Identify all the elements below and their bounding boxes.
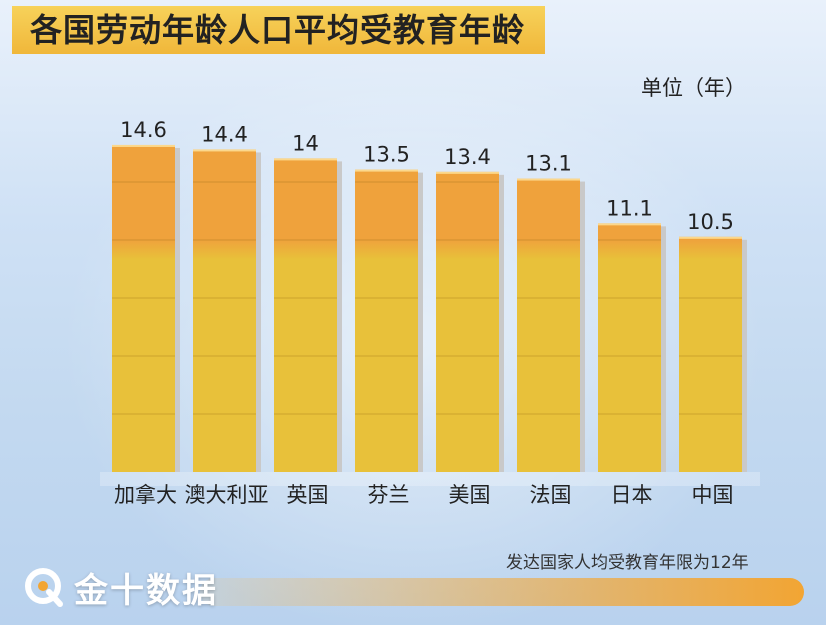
bar-side-5	[580, 181, 585, 472]
category-label-7: 中国	[692, 483, 734, 507]
category-label-1: 澳大利亚	[185, 483, 269, 507]
bar-face-0	[112, 144, 175, 472]
category-label-5: 法国	[530, 483, 572, 507]
bar-side-4	[499, 174, 504, 472]
bar-side-7	[742, 239, 747, 472]
bar-face-4	[436, 171, 499, 472]
category-label-2: 英国	[287, 483, 329, 507]
footer-bar	[200, 578, 804, 606]
value-label-1: 14.4	[201, 122, 248, 146]
page-title: 各国劳动年龄人口平均受教育年龄	[12, 6, 546, 54]
category-label-0: 加拿大	[114, 483, 177, 507]
bar-face-7	[679, 236, 742, 472]
category-label-4: 美国	[449, 483, 491, 507]
value-label-2: 14	[292, 131, 319, 155]
bar-face-3	[355, 169, 418, 472]
brand-logo: 金十数据	[22, 564, 218, 611]
value-label-4: 13.4	[444, 145, 491, 169]
bar-7	[679, 236, 747, 472]
bar-side-2	[337, 161, 342, 472]
bar-side-0	[175, 147, 180, 472]
category-label-6: 日本	[611, 483, 653, 507]
bar-side-3	[418, 172, 423, 472]
bar-face-5	[517, 178, 580, 472]
bar-3	[355, 169, 423, 472]
bar-face-6	[598, 223, 661, 472]
value-label-0: 14.6	[120, 118, 167, 142]
bar-5	[517, 178, 585, 472]
bar-1	[193, 149, 261, 472]
brand-name: 金十数据	[74, 570, 218, 611]
value-label-7: 10.5	[687, 210, 734, 234]
bar-side-1	[256, 152, 261, 472]
category-label-3: 芬兰	[368, 483, 410, 507]
bar-face-1	[193, 149, 256, 472]
unit-label: 单位（年）	[641, 76, 746, 100]
brand-q-icon	[25, 568, 63, 607]
bar-face-2	[274, 158, 337, 472]
value-label-6: 11.1	[606, 196, 653, 220]
bar-reflection	[100, 472, 760, 486]
bar-side-6	[661, 226, 666, 472]
chart-note: 发达国家人均受教育年限为12年	[506, 553, 749, 573]
value-label-5: 13.1	[525, 152, 572, 176]
bar-0	[112, 144, 180, 472]
bar-4	[436, 171, 504, 472]
bar-2	[274, 158, 342, 472]
bar-6	[598, 223, 666, 472]
value-label-3: 13.5	[363, 143, 410, 167]
